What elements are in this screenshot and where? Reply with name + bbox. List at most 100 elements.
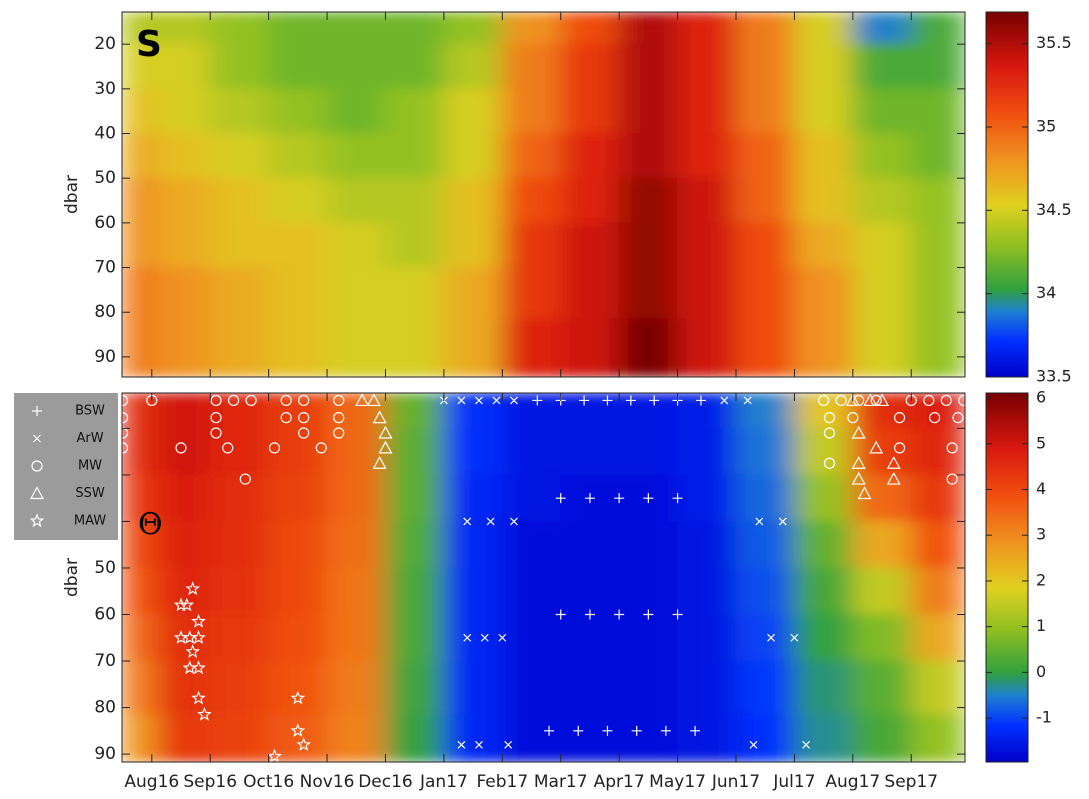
y-axis-label: dbar bbox=[62, 175, 82, 214]
heat-cell bbox=[677, 267, 737, 320]
heat-cell bbox=[268, 133, 328, 179]
marker bbox=[498, 633, 507, 642]
heat-cell bbox=[443, 660, 503, 716]
heat-cell bbox=[158, 714, 211, 762]
heat-cell bbox=[677, 474, 737, 522]
heat-cell bbox=[209, 427, 270, 476]
heat-cell bbox=[560, 520, 620, 569]
heat-cell bbox=[560, 427, 620, 476]
heat-cell bbox=[384, 12, 445, 45]
heat-cell bbox=[501, 43, 562, 90]
marker bbox=[268, 442, 281, 454]
marker bbox=[886, 456, 901, 469]
heat-cell bbox=[852, 177, 912, 224]
heat-cell bbox=[910, 393, 965, 429]
heat-cell bbox=[268, 43, 328, 90]
marker bbox=[197, 706, 212, 721]
heat-cell bbox=[158, 318, 211, 377]
heat-cell bbox=[852, 267, 912, 320]
heat-cell bbox=[158, 567, 211, 615]
marker bbox=[555, 609, 566, 620]
heat-cell bbox=[560, 567, 620, 615]
x-tick-label: Jun17 bbox=[711, 772, 760, 792]
heat-cell bbox=[501, 660, 562, 716]
heat-cell bbox=[384, 613, 445, 662]
marker bbox=[767, 633, 775, 642]
colorbar-tick-label: -1 bbox=[1036, 708, 1052, 727]
heat-cell bbox=[793, 427, 854, 476]
colorbar-tick-label: 0 bbox=[1036, 662, 1046, 681]
heat-cell bbox=[910, 474, 965, 522]
heat-cell bbox=[326, 474, 386, 522]
heat-cell bbox=[326, 43, 386, 90]
heat-cell bbox=[158, 12, 211, 45]
heat-cell bbox=[326, 133, 386, 179]
marker bbox=[378, 425, 393, 439]
heat-cell bbox=[501, 222, 562, 269]
heat-cell bbox=[560, 714, 620, 762]
legend-label: MAW bbox=[74, 514, 106, 529]
heat-cell bbox=[326, 660, 386, 716]
marker bbox=[875, 393, 890, 407]
heat-cell bbox=[122, 177, 160, 224]
heat-cell bbox=[501, 267, 562, 320]
heat-cell bbox=[560, 613, 620, 662]
heatmap bbox=[122, 393, 965, 762]
heat-cell bbox=[735, 474, 795, 522]
heat-cell bbox=[209, 567, 270, 615]
heat-cell bbox=[268, 474, 328, 522]
heat-cell bbox=[158, 177, 211, 224]
heat-cell bbox=[326, 12, 386, 45]
y-tick-label: 80 bbox=[94, 302, 116, 322]
heat-cell bbox=[560, 43, 620, 90]
heat-cell bbox=[560, 12, 620, 45]
heat-cell bbox=[384, 474, 445, 522]
marker bbox=[210, 394, 222, 407]
heat-cell bbox=[384, 393, 445, 429]
heat-cell bbox=[735, 660, 795, 716]
marker bbox=[532, 395, 543, 406]
heat-cell bbox=[326, 520, 386, 569]
marker bbox=[245, 394, 257, 407]
heat-cell bbox=[735, 88, 795, 135]
marker bbox=[695, 395, 706, 406]
heat-cell bbox=[501, 520, 562, 569]
heat-cell bbox=[560, 318, 620, 377]
x-tick-label: Aug17 bbox=[825, 772, 880, 792]
heat-cell bbox=[910, 567, 965, 615]
marker bbox=[378, 440, 393, 454]
y-tick-label: 70 bbox=[94, 651, 116, 671]
marker bbox=[614, 493, 625, 504]
x-tick-label: Jan17 bbox=[419, 772, 468, 792]
marker bbox=[857, 486, 872, 500]
colorbar-tick-label: 1 bbox=[1036, 616, 1046, 635]
heat-cell bbox=[209, 613, 270, 662]
heat-cell bbox=[910, 43, 965, 90]
heat-cell bbox=[735, 133, 795, 179]
marker bbox=[355, 393, 370, 407]
plot-frame bbox=[121, 11, 966, 378]
heat-cell bbox=[793, 613, 854, 662]
marker bbox=[457, 740, 466, 749]
marker bbox=[886, 471, 901, 485]
marker bbox=[778, 517, 787, 526]
panel-label: S bbox=[136, 24, 162, 65]
heat-cell bbox=[158, 43, 211, 90]
heat-cell bbox=[122, 133, 160, 179]
heat-cell bbox=[443, 267, 503, 320]
heat-cell bbox=[209, 43, 270, 90]
heat-cell bbox=[443, 133, 503, 179]
heat-cell bbox=[735, 177, 795, 224]
heat-cell bbox=[326, 393, 386, 429]
marker bbox=[958, 394, 965, 407]
marker bbox=[602, 725, 613, 736]
heat-cell bbox=[326, 427, 386, 476]
heat-cell bbox=[209, 318, 270, 377]
heat-cell bbox=[122, 714, 160, 762]
heat-cell bbox=[122, 12, 160, 45]
heat-cell bbox=[618, 318, 679, 377]
legend-label: MW bbox=[78, 459, 102, 474]
marker bbox=[191, 690, 206, 705]
heat-cell bbox=[910, 520, 965, 569]
heat-cell bbox=[677, 88, 737, 135]
